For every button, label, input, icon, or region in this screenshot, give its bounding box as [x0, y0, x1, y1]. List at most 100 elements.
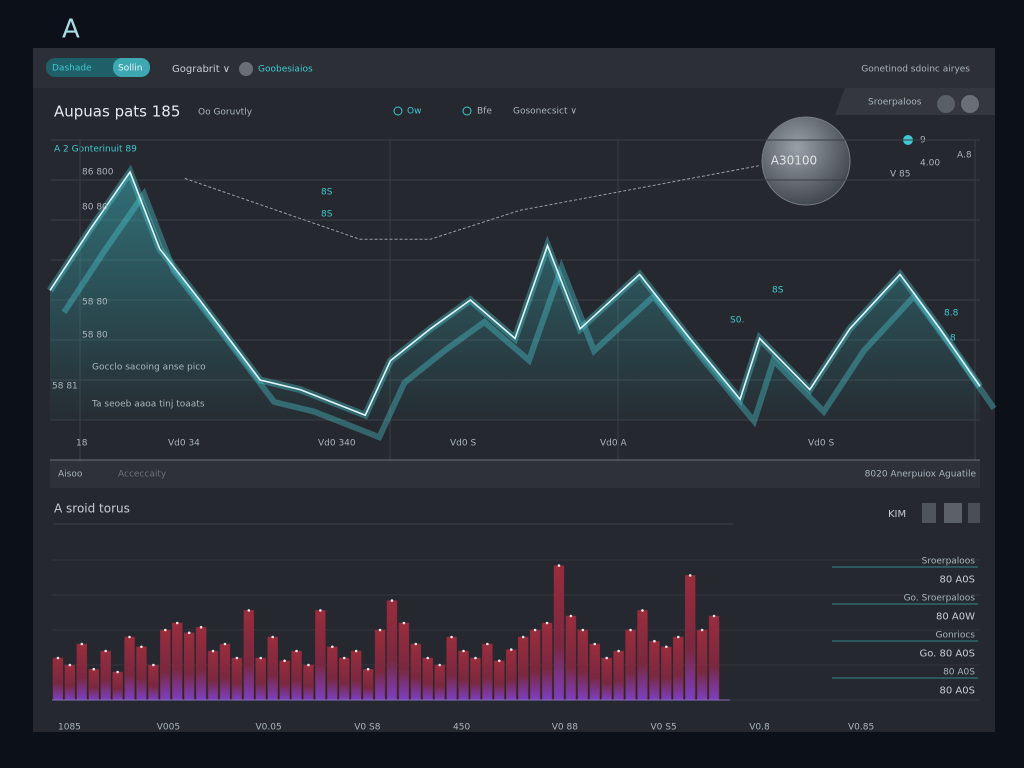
x-label: V0.8	[749, 723, 770, 733]
line	[49, 170, 981, 417]
bar	[517, 636, 529, 701]
bar	[124, 636, 135, 701]
bar	[601, 657, 612, 701]
bar-tip	[342, 656, 346, 660]
x-label: Vd0 A	[600, 439, 627, 449]
bar	[482, 643, 493, 701]
bar-tip	[366, 667, 370, 671]
bar-tip	[235, 656, 239, 660]
footer-text: Acceccaity	[118, 470, 167, 480]
bar-tip	[593, 642, 597, 646]
bar	[279, 660, 290, 701]
bar-tip	[116, 670, 119, 674]
bar-tip	[474, 656, 477, 660]
annotation: 8	[950, 334, 956, 344]
filter[interactable]: Ow	[407, 107, 421, 117]
y-label: 58 80	[82, 331, 108, 341]
x-label: 1085	[58, 723, 81, 733]
filter[interactable]: Bfe	[477, 107, 492, 117]
trend-line	[184, 165, 760, 240]
bar-tip	[164, 628, 167, 632]
bar	[88, 668, 99, 701]
list-item: Go. Sroerpaloos	[904, 594, 976, 604]
bar	[494, 660, 505, 701]
controls[interactable]: KIM	[888, 509, 906, 520]
bar-tip	[80, 642, 84, 646]
search[interactable]: Goobesiaios	[258, 65, 313, 75]
bar-tip	[307, 663, 310, 667]
bar	[100, 650, 111, 701]
x-label: V0 S5	[651, 723, 677, 733]
bar	[362, 668, 374, 701]
bar-tip	[521, 635, 525, 639]
bar	[613, 650, 624, 701]
bar	[327, 646, 338, 701]
bar-tip	[104, 649, 107, 653]
y-label: 80 80	[82, 203, 108, 213]
icon[interactable]	[961, 95, 979, 113]
x-label: Vd0 34	[168, 439, 200, 449]
bar-tip	[450, 635, 453, 639]
icon[interactable]	[922, 503, 936, 523]
menu[interactable]: Gograbrit ∨	[172, 64, 230, 75]
icon[interactable]	[937, 95, 955, 113]
filter[interactable]: Gosonecsict ∨	[513, 107, 577, 117]
side-text: A.8	[957, 151, 972, 161]
bar	[470, 657, 481, 701]
bar	[339, 657, 350, 701]
bar	[434, 664, 445, 701]
x-label: Vd0 S	[450, 439, 476, 449]
icon[interactable]	[944, 503, 962, 523]
bar-tip	[688, 574, 692, 577]
y-label: Ta seoeb aaoa tinj toaats	[91, 400, 205, 410]
bar	[52, 657, 64, 701]
list-item: Go. 80 A0S	[919, 649, 975, 660]
list-item: 80 A0S	[940, 686, 975, 697]
bar	[195, 626, 207, 701]
bar-tip	[354, 649, 358, 653]
tab[interactable]: Sollin	[118, 64, 142, 74]
bar	[374, 629, 386, 701]
bar-tip	[509, 648, 513, 651]
bar-tip	[199, 625, 203, 629]
tab[interactable]: Dashade	[52, 64, 92, 74]
bar-tip	[605, 656, 608, 660]
bar-tip	[665, 645, 668, 649]
echo-line	[61, 187, 997, 442]
badge	[761, 116, 851, 206]
bar-tip	[426, 656, 430, 660]
bar-tip	[545, 621, 549, 625]
annotation: 8S	[321, 188, 333, 198]
bar	[172, 622, 183, 701]
badge-label: Sroerpaloos	[868, 98, 922, 108]
bar-tip	[486, 642, 489, 646]
bar-tip	[259, 656, 263, 660]
bar	[553, 565, 565, 701]
annotation: 8S	[321, 210, 333, 220]
bar-tip	[152, 663, 155, 667]
bar	[398, 622, 410, 701]
footer-text: Aisoo	[58, 470, 83, 480]
bar-tip	[438, 663, 441, 667]
annotation: 8.8	[944, 309, 959, 319]
bar	[255, 657, 266, 701]
x-label: 450	[453, 723, 470, 733]
section-title: A sroid torus	[54, 502, 130, 516]
bar	[649, 640, 660, 701]
bar	[136, 646, 147, 701]
icon[interactable]	[968, 503, 980, 523]
bar	[529, 629, 541, 701]
bar	[410, 643, 422, 701]
bar	[219, 643, 231, 701]
bar	[696, 629, 708, 701]
annotation: S0.	[730, 316, 744, 326]
y-label: Gocclo sacoing anse pico	[92, 363, 206, 373]
bar-tip	[128, 635, 131, 639]
bar	[64, 664, 76, 701]
tab-active[interactable]	[113, 58, 150, 77]
bar-tip	[378, 628, 382, 632]
top-bar	[33, 48, 995, 88]
x-label: V005	[157, 723, 180, 733]
bar-tip	[402, 621, 406, 625]
